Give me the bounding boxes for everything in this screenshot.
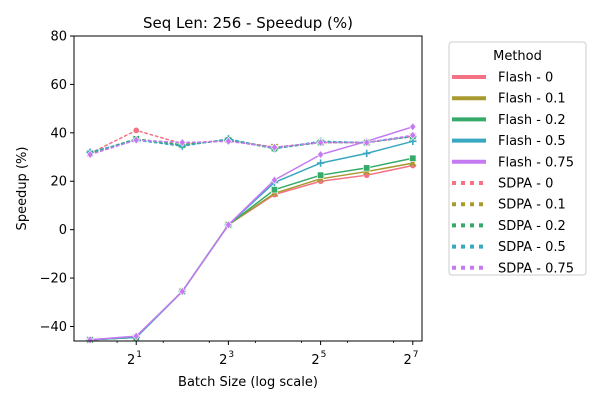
y-tick-label: 60 bbox=[50, 78, 67, 93]
series-line bbox=[89, 162, 414, 341]
series-flash-0-2 bbox=[86, 154, 417, 344]
legend-label: SDPA - 0 bbox=[498, 177, 553, 192]
x-axis-label: Batch Size (log scale) bbox=[178, 375, 318, 390]
data-point bbox=[224, 220, 232, 230]
data-point bbox=[224, 136, 232, 146]
legend-item: Flash - 0.2 bbox=[452, 113, 566, 128]
legend-item: SDPA - 0.75 bbox=[452, 261, 574, 276]
y-tick-label: 0 bbox=[59, 223, 67, 238]
legend-item: SDPA - 0.1 bbox=[452, 198, 566, 213]
legend-label: SDPA - 0.5 bbox=[498, 240, 566, 255]
legend-title: Method bbox=[493, 49, 542, 64]
data-point bbox=[132, 135, 140, 145]
data-point bbox=[270, 142, 279, 152]
data-point bbox=[178, 286, 186, 296]
data-point bbox=[317, 171, 325, 179]
x-tick-exponent: 3 bbox=[228, 350, 234, 360]
y-axis-label: Speedup (%) bbox=[15, 147, 30, 231]
data-point bbox=[270, 175, 279, 185]
series-flash-0-1 bbox=[86, 159, 417, 344]
data-point bbox=[409, 154, 417, 162]
series-flash-0 bbox=[86, 162, 417, 344]
legend-item: Flash - 0.5 bbox=[452, 134, 566, 149]
legend-label: Flash - 0.75 bbox=[498, 155, 574, 170]
plot-area bbox=[73, 35, 423, 345]
legend-label: SDPA - 0.75 bbox=[498, 261, 574, 276]
legend-item: Flash - 0.75 bbox=[452, 155, 574, 170]
series-line bbox=[89, 164, 414, 341]
legend-label: SDPA - 0.2 bbox=[498, 219, 566, 234]
data-point bbox=[363, 164, 371, 172]
legend-items: Flash - 0 Flash - 0.1 Flash - 0.2 Flash - 0… bbox=[452, 71, 574, 276]
series-sdpa-0-75 bbox=[86, 130, 417, 160]
legend-item: Flash - 0.1 bbox=[452, 92, 566, 107]
x-tick-exponent: 1 bbox=[136, 350, 142, 360]
x-tick-exponent: 5 bbox=[321, 350, 327, 360]
x-tick-base: 2 bbox=[127, 353, 135, 368]
legend-label: Flash - 0 bbox=[498, 71, 553, 86]
data-point bbox=[363, 138, 371, 147]
data-point bbox=[178, 138, 186, 147]
legend-item: SDPA - 0 bbox=[452, 177, 553, 192]
y-tick-label: −20 bbox=[40, 272, 67, 287]
legend-label: Flash - 0.2 bbox=[498, 113, 566, 128]
x-tick-base: 2 bbox=[311, 353, 319, 368]
data-point bbox=[132, 331, 140, 341]
y-tick-label: 40 bbox=[50, 126, 67, 141]
x-tick-base: 2 bbox=[219, 353, 227, 368]
y-tick-label: −40 bbox=[40, 320, 67, 335]
y-tick-label: 80 bbox=[50, 30, 67, 45]
series-line bbox=[89, 134, 414, 156]
chart-title: Seq Len: 256 - Speedup (%) bbox=[143, 14, 353, 32]
data-point bbox=[86, 150, 94, 160]
data-point bbox=[362, 149, 371, 158]
legend-item: SDPA - 0.2 bbox=[452, 219, 566, 234]
legend-label: SDPA - 0.1 bbox=[498, 198, 566, 213]
data-point bbox=[132, 126, 140, 134]
data-point bbox=[409, 130, 417, 140]
data-point bbox=[271, 186, 279, 194]
data-point bbox=[409, 122, 417, 132]
y-tick-label: 20 bbox=[50, 175, 67, 190]
x-tick-exponent: 7 bbox=[413, 350, 419, 360]
plot-frame bbox=[73, 35, 423, 342]
series-flash-0-75 bbox=[86, 122, 417, 345]
legend-label: Flash - 0.1 bbox=[498, 92, 566, 107]
legend-frame bbox=[448, 41, 587, 276]
data-point bbox=[317, 150, 325, 160]
series-line bbox=[89, 157, 414, 341]
legend-item: SDPA - 0.5 bbox=[452, 240, 566, 255]
data-point bbox=[86, 335, 94, 345]
legend-label: Flash - 0.5 bbox=[498, 134, 566, 149]
data-point bbox=[316, 159, 325, 167]
x-tick-base: 2 bbox=[404, 353, 412, 368]
legend-item: Flash - 0 bbox=[452, 71, 553, 86]
y-axis: −40 −20 0 20 40 60 80 bbox=[40, 30, 74, 335]
data-point bbox=[317, 138, 325, 147]
series-line bbox=[89, 126, 414, 341]
series-layer bbox=[86, 122, 417, 345]
